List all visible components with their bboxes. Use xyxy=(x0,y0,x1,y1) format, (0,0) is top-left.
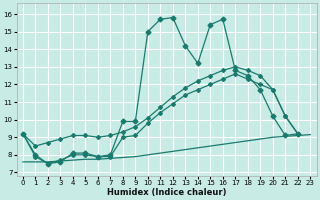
X-axis label: Humidex (Indice chaleur): Humidex (Indice chaleur) xyxy=(107,188,226,197)
